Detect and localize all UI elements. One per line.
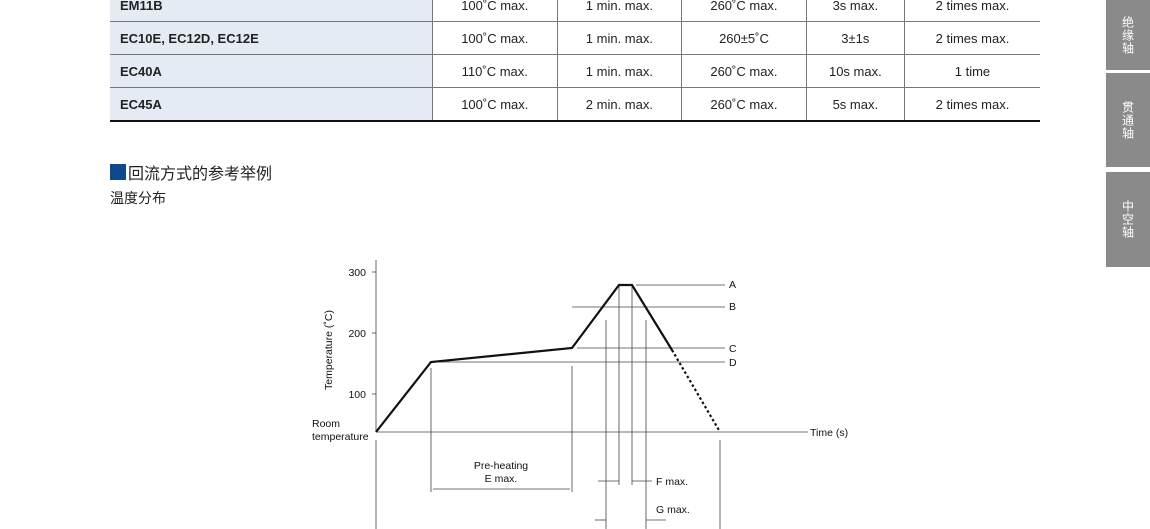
temperature-curve <box>375 283 673 433</box>
model-cell: EC40A <box>110 54 433 88</box>
value-cell: 10s max. <box>805 54 905 88</box>
level-d: D <box>729 357 737 369</box>
section-title-text: 回流方式的参考举例 <box>128 166 273 183</box>
value-cell: 2 times max. <box>903 21 1040 55</box>
level-a: A <box>729 279 736 291</box>
model-cell: EM11B <box>110 0 433 22</box>
table-row: EC45A 100˚C max. 2 min. max. 260˚C max. 5s m… <box>110 87 1040 122</box>
value-cell: 2 times max. <box>903 0 1040 22</box>
value-cell: 3±1s <box>805 21 905 55</box>
section-title: 回流方式的参考举例 <box>110 160 272 184</box>
table-row: EC40A 110˚C max. 1 min. max. 260˚C max. 10s … <box>110 54 1040 88</box>
g-label: G max. <box>656 504 690 516</box>
side-tab-through-shaft[interactable]: 贯通轴 <box>1106 73 1150 167</box>
soldering-conditions-table: EM11B 100˚C max. 1 min. max. 260˚C max. 3s m… <box>110 0 1040 122</box>
side-tab-hollow-shaft[interactable]: 中空轴 <box>1106 172 1150 267</box>
x-axis-label: Time (s) <box>810 427 848 439</box>
y-tick-200: 200 <box>348 328 366 340</box>
y-tick-300: 300 <box>348 267 366 279</box>
model-cell: EC10E, EC12D, EC12E <box>110 21 433 55</box>
section-marker-icon <box>110 164 126 180</box>
value-cell: 3s max. <box>805 0 905 22</box>
preheat-e-label: E max. <box>485 473 518 485</box>
level-c: C <box>729 343 737 355</box>
f-label: F max. <box>656 476 688 488</box>
level-b: B <box>729 301 736 313</box>
value-cell: 2 min. max. <box>556 87 682 122</box>
y-axis-label: Temperature (˚C) <box>323 310 335 390</box>
cooling-dotted <box>671 349 721 433</box>
room-label-2: temperature <box>312 431 369 443</box>
value-cell: 100˚C max. <box>432 87 558 122</box>
table-row: EC10E, EC12D, EC12E 100˚C max. 1 min. max.… <box>110 21 1040 55</box>
value-cell: 1 min. max. <box>556 0 682 22</box>
value-cell: 110˚C max. <box>432 54 558 88</box>
value-cell: 260˚C max. <box>681 0 807 22</box>
value-cell: 5s max. <box>805 87 905 122</box>
value-cell: 2 times max. <box>903 87 1040 122</box>
value-cell: 1 time <box>903 54 1040 88</box>
side-tab-insulated-shaft[interactable]: 绝缘轴 <box>1106 0 1150 70</box>
preheat-label: Pre-heating <box>474 460 528 472</box>
value-cell: 260˚C max. <box>681 87 807 122</box>
value-cell: 1 min. max. <box>556 21 682 55</box>
value-cell: 260±5˚C <box>681 21 807 55</box>
room-label-1: Room <box>312 418 340 430</box>
y-tick-100: 100 <box>348 389 366 401</box>
table-row: EM11B 100˚C max. 1 min. max. 260˚C max. 3s m… <box>110 0 1040 22</box>
value-cell: 100˚C max. <box>432 0 558 22</box>
model-cell: EC45A <box>110 87 433 122</box>
value-cell: 260˚C max. <box>681 54 807 88</box>
value-cell: 1 min. max. <box>556 54 682 88</box>
value-cell: 100˚C max. <box>432 21 558 55</box>
section-subtitle: 温度分布 <box>110 190 166 206</box>
